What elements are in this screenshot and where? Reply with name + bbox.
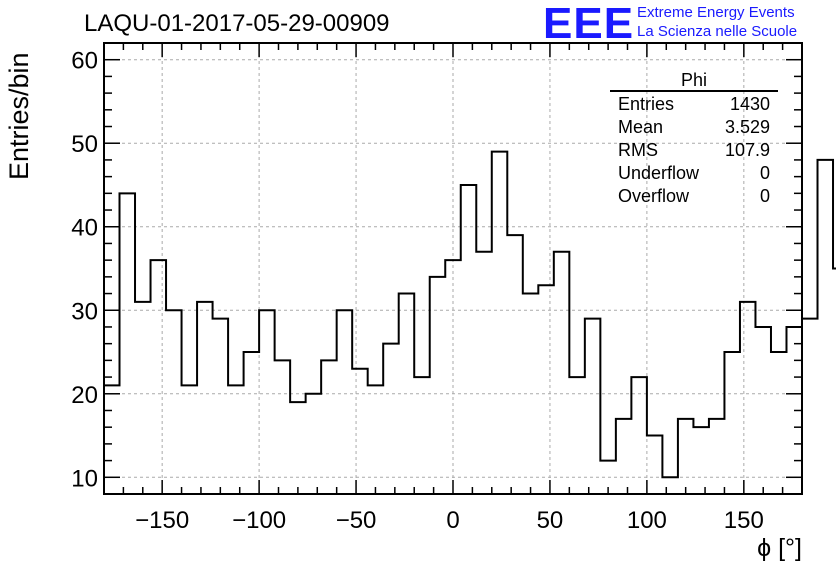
stats-row-overflow: Overflow 0 — [610, 185, 778, 208]
histogram-bin — [259, 310, 275, 494]
histogram-bin — [818, 160, 834, 494]
x-axis-label: ϕ [°] — [757, 534, 802, 562]
logo-line-1: Extreme Energy Events — [637, 4, 795, 21]
histogram-bin — [724, 352, 740, 494]
stats-value: 107.9 — [724, 140, 770, 160]
x-tick-label: 50 — [537, 507, 564, 534]
x-tick-label: −150 — [135, 507, 189, 534]
stats-key: Underflow — [618, 163, 700, 183]
histogram-bin — [306, 394, 322, 494]
histogram-bin — [492, 152, 508, 494]
histogram-bin — [197, 302, 213, 494]
y-tick-label: 30 — [71, 298, 98, 325]
x-tick-label: −100 — [232, 507, 286, 534]
histogram-bin — [802, 319, 818, 494]
histogram-bin — [244, 352, 260, 494]
histogram-bin — [461, 185, 477, 494]
histogram-bin — [740, 302, 756, 494]
histogram-bin — [166, 310, 182, 494]
histogram-bin — [647, 436, 663, 494]
histogram-bin — [585, 319, 601, 494]
histogram-bin — [507, 235, 523, 494]
y-tick-label: 60 — [71, 48, 98, 75]
histogram-bin — [678, 419, 694, 494]
histogram-bin — [383, 344, 399, 494]
histogram-bin — [213, 319, 229, 494]
histogram-bin — [352, 369, 368, 494]
stats-key: Mean — [618, 117, 664, 137]
stats-row-mean: Mean 3.529 — [610, 116, 778, 139]
y-tick-label: 50 — [71, 131, 98, 158]
histogram-bin — [709, 419, 725, 494]
histogram-bin — [337, 310, 353, 494]
stats-title: Phi — [610, 70, 778, 92]
histogram-line — [103, 150, 836, 494]
logo-line-2: La Scienza nelle Scuole — [637, 23, 798, 40]
eee-logo: EEE — [543, 0, 635, 48]
y-tick-label: 40 — [71, 215, 98, 242]
stats-value: 0 — [759, 186, 770, 206]
histogram-bin — [135, 302, 151, 494]
stats-value: 3.529 — [724, 117, 770, 137]
stats-row-rms: RMS 107.9 — [610, 139, 778, 162]
logo-caption: Extreme Energy Events La Scienza nelle S… — [637, 3, 797, 41]
histogram-bin — [771, 352, 787, 494]
histogram-bin — [554, 252, 570, 494]
stats-key: Overflow — [618, 186, 690, 206]
x-tick-label: 100 — [627, 507, 667, 534]
stats-key: RMS — [618, 140, 658, 160]
stats-value: 1430 — [729, 94, 770, 114]
stats-row-entries: Entries 1430 — [610, 93, 778, 116]
x-tick-label: 0 — [446, 507, 459, 534]
histogram-bin — [321, 360, 337, 494]
histogram-bin — [151, 260, 167, 494]
stats-row-underflow: Underflow 0 — [610, 162, 778, 185]
histogram-bin — [430, 277, 446, 494]
y-axis-label: Entries/bin — [4, 52, 34, 180]
histogram-bin — [120, 193, 136, 494]
histogram-bin — [631, 377, 647, 494]
histogram-bin — [476, 252, 492, 494]
histogram-bin — [569, 377, 585, 494]
y-tick-label: 20 — [71, 382, 98, 409]
x-tick-label: 150 — [724, 507, 764, 534]
histogram-bin — [275, 360, 291, 494]
stats-key: Entries — [618, 94, 675, 114]
stats-value: 0 — [759, 163, 770, 183]
histogram-bin — [693, 427, 709, 494]
histogram-bin — [414, 377, 430, 494]
x-tick-label: −50 — [336, 507, 377, 534]
chart-title: LAQU-01-2017-05-29-00909 — [84, 10, 390, 37]
histogram-bin — [662, 477, 678, 494]
histogram-bin — [616, 419, 632, 494]
histogram-bin — [538, 285, 554, 494]
histogram-bin — [755, 327, 771, 494]
histogram-bin — [290, 402, 306, 494]
stats-box: Phi Entries 1430 Mean 3.529 RMS 107.9 Un… — [610, 70, 778, 208]
y-tick-label: 10 — [71, 465, 98, 492]
